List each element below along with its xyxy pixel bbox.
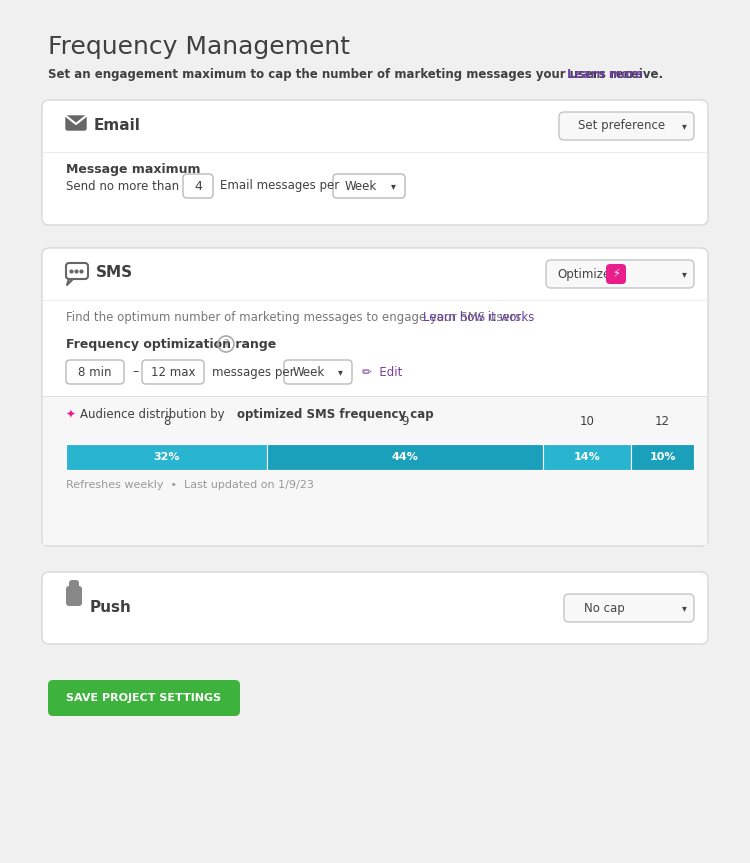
Bar <box>632 444 694 470</box>
Text: ▾: ▾ <box>682 603 686 613</box>
Bar <box>543 444 632 470</box>
FancyBboxPatch shape <box>546 260 694 288</box>
Text: Learn more: Learn more <box>567 68 643 81</box>
Text: ▾: ▾ <box>682 269 686 279</box>
FancyBboxPatch shape <box>69 580 79 588</box>
Text: No cap: No cap <box>584 602 624 614</box>
Text: 9: 9 <box>401 415 409 428</box>
FancyBboxPatch shape <box>66 586 82 606</box>
FancyBboxPatch shape <box>42 100 708 225</box>
Text: ▾: ▾ <box>391 181 395 191</box>
FancyBboxPatch shape <box>564 594 694 622</box>
Bar <box>43 152 707 153</box>
Text: 12: 12 <box>655 415 670 428</box>
FancyBboxPatch shape <box>559 112 694 140</box>
FancyBboxPatch shape <box>48 680 240 716</box>
Text: 8 min: 8 min <box>78 366 112 379</box>
Text: 12 max: 12 max <box>151 366 195 379</box>
Text: SMS: SMS <box>96 264 134 280</box>
Bar <box>43 396 707 397</box>
Text: Learn how it works: Learn how it works <box>423 311 534 324</box>
Bar <box>66 444 267 470</box>
Text: ▾: ▾ <box>338 367 343 377</box>
Text: optimized SMS frequency cap: optimized SMS frequency cap <box>237 407 434 420</box>
Text: 10: 10 <box>580 415 595 428</box>
Text: Audience distribution by: Audience distribution by <box>80 407 228 420</box>
FancyBboxPatch shape <box>284 360 352 384</box>
FancyBboxPatch shape <box>66 116 86 130</box>
Text: Week: Week <box>292 366 326 379</box>
Text: Refreshes weekly  •  Last updated on 1/9/23: Refreshes weekly • Last updated on 1/9/2… <box>66 480 314 490</box>
FancyBboxPatch shape <box>606 264 626 284</box>
Text: ⚡: ⚡ <box>612 269 620 279</box>
Bar <box>43 396 707 545</box>
FancyBboxPatch shape <box>183 174 213 198</box>
Text: ?: ? <box>224 339 229 349</box>
Text: messages per: messages per <box>212 366 295 379</box>
Text: Send no more than: Send no more than <box>66 180 179 192</box>
Bar <box>43 300 707 301</box>
Text: Email: Email <box>94 117 141 133</box>
FancyBboxPatch shape <box>66 360 124 384</box>
Text: Frequency optimization range: Frequency optimization range <box>66 338 276 351</box>
Text: 10%: 10% <box>650 452 676 462</box>
Text: Set an engagement maximum to cap the number of marketing messages your users rec: Set an engagement maximum to cap the num… <box>48 68 663 81</box>
Text: Push: Push <box>90 600 132 614</box>
Text: –: – <box>132 366 138 379</box>
Text: 32%: 32% <box>153 452 180 462</box>
Text: Frequency Management: Frequency Management <box>48 35 350 59</box>
FancyBboxPatch shape <box>42 572 708 644</box>
Text: ▾: ▾ <box>682 121 686 131</box>
FancyBboxPatch shape <box>142 360 204 384</box>
Text: 14%: 14% <box>574 452 601 462</box>
Text: 4: 4 <box>194 180 202 192</box>
Text: Email messages per: Email messages per <box>220 180 339 192</box>
Text: Message maximum: Message maximum <box>66 163 200 176</box>
Text: Set preference: Set preference <box>578 119 665 133</box>
Bar <box>267 444 543 470</box>
Text: ✦: ✦ <box>66 407 76 420</box>
Text: Week: Week <box>345 180 377 192</box>
Text: ✏  Edit: ✏ Edit <box>362 366 402 379</box>
Text: 44%: 44% <box>392 452 418 462</box>
Text: 8: 8 <box>163 415 170 428</box>
FancyBboxPatch shape <box>333 174 405 198</box>
Text: Optimize: Optimize <box>557 268 610 280</box>
Text: Find the optimum number of marketing messages to engage your SMS users.: Find the optimum number of marketing mes… <box>66 311 525 324</box>
Text: SAVE PROJECT SETTINGS: SAVE PROJECT SETTINGS <box>67 693 221 703</box>
FancyBboxPatch shape <box>42 248 708 546</box>
